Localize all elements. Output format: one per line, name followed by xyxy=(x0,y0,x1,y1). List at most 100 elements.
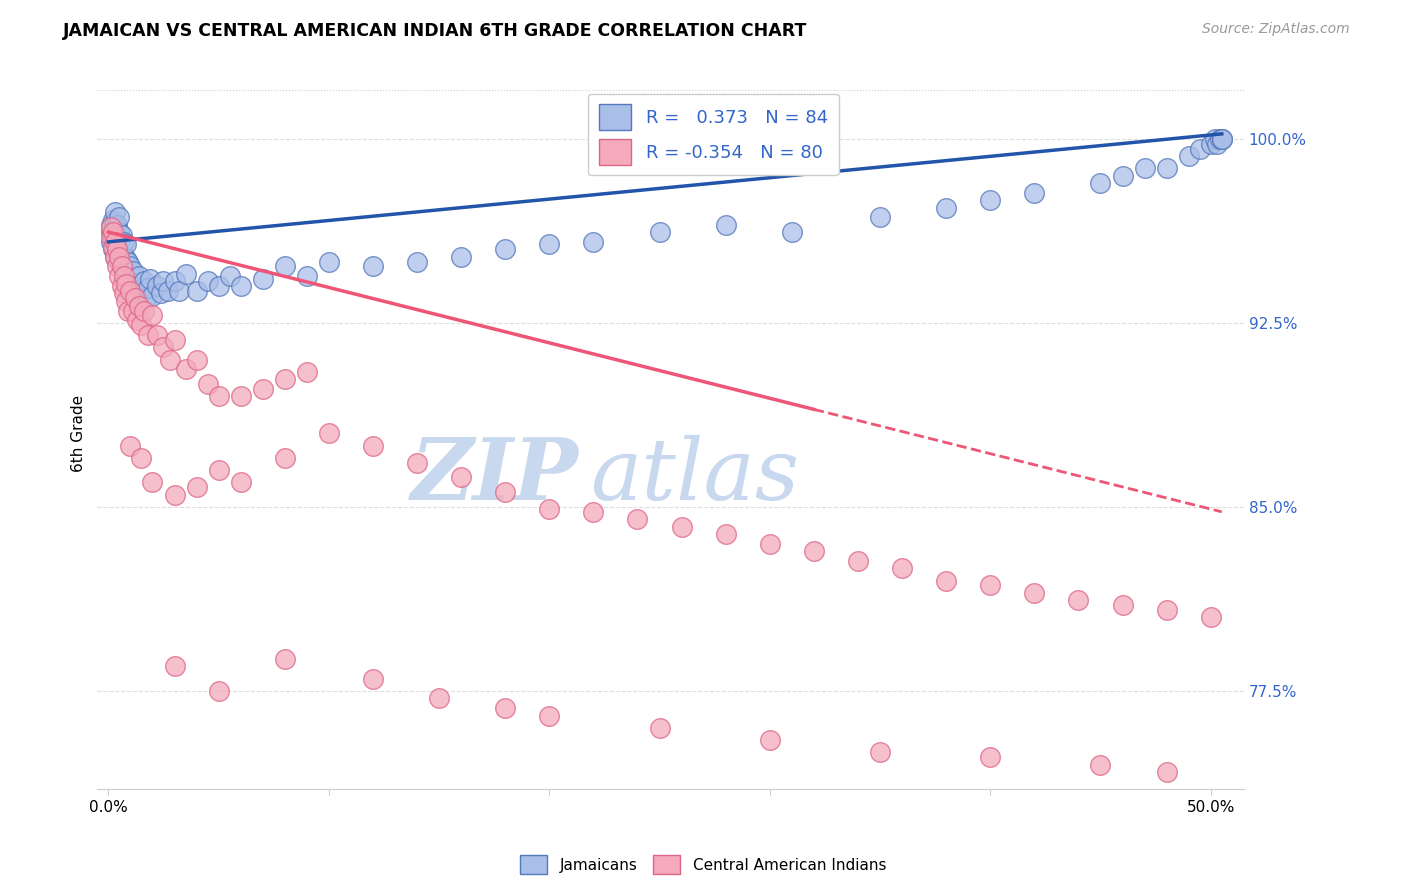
Point xyxy=(1206,136,1229,151)
Point xyxy=(295,269,318,284)
Point xyxy=(846,554,869,568)
Point xyxy=(101,242,124,256)
Point xyxy=(100,220,122,235)
Point xyxy=(318,254,340,268)
Point xyxy=(100,225,122,239)
Point xyxy=(1211,132,1233,146)
Point xyxy=(1111,169,1133,183)
Point xyxy=(207,279,229,293)
Point xyxy=(1208,132,1230,146)
Point xyxy=(427,691,450,706)
Point xyxy=(869,745,891,759)
Point xyxy=(108,269,131,284)
Point xyxy=(361,439,384,453)
Text: JAMAICAN VS CENTRAL AMERICAN INDIAN 6TH GRADE CORRELATION CHART: JAMAICAN VS CENTRAL AMERICAN INDIAN 6TH … xyxy=(63,22,807,40)
Point xyxy=(163,659,186,673)
Point xyxy=(115,252,138,266)
Point xyxy=(207,389,229,403)
Point xyxy=(229,279,252,293)
Point xyxy=(1090,176,1112,190)
Point xyxy=(101,230,124,244)
Point xyxy=(450,470,472,484)
Point xyxy=(121,303,143,318)
Point xyxy=(1156,603,1178,617)
Point xyxy=(450,250,472,264)
Point xyxy=(104,235,127,249)
Point xyxy=(361,260,384,274)
Point xyxy=(108,250,131,264)
Point xyxy=(108,211,131,225)
Point xyxy=(108,237,131,252)
Point xyxy=(121,264,143,278)
Point xyxy=(648,225,671,239)
Point xyxy=(110,260,132,274)
Point xyxy=(295,365,318,379)
Point xyxy=(159,352,181,367)
Point xyxy=(100,230,122,244)
Point xyxy=(163,488,186,502)
Point xyxy=(110,279,132,293)
Point xyxy=(318,426,340,441)
Point xyxy=(207,684,229,698)
Point xyxy=(648,721,671,735)
Point xyxy=(714,527,737,541)
Point xyxy=(125,291,148,305)
Point xyxy=(1133,161,1156,176)
Text: atlas: atlas xyxy=(591,434,800,517)
Point xyxy=(104,250,127,264)
Point xyxy=(105,230,128,244)
Point xyxy=(494,242,516,256)
Point xyxy=(803,544,825,558)
Point xyxy=(274,652,297,666)
Point xyxy=(1156,764,1178,779)
Point xyxy=(141,289,163,303)
Point xyxy=(714,218,737,232)
Point xyxy=(152,340,174,354)
Point xyxy=(128,269,150,284)
Point xyxy=(406,254,429,268)
Point xyxy=(104,250,127,264)
Point xyxy=(274,450,297,465)
Point xyxy=(1024,186,1046,200)
Point xyxy=(406,456,429,470)
Point xyxy=(1177,149,1199,163)
Legend: Jamaicans, Central American Indians: Jamaicans, Central American Indians xyxy=(513,849,893,880)
Y-axis label: 6th Grade: 6th Grade xyxy=(72,395,86,472)
Point xyxy=(538,708,561,723)
Point xyxy=(105,242,128,256)
Point xyxy=(1090,757,1112,772)
Point xyxy=(671,519,693,533)
Point xyxy=(1211,132,1233,146)
Point xyxy=(538,237,561,252)
Point xyxy=(101,222,124,236)
Point xyxy=(229,389,252,403)
Point xyxy=(132,274,155,288)
Point xyxy=(979,750,1001,764)
Point xyxy=(117,303,139,318)
Point xyxy=(131,318,153,333)
Point xyxy=(174,267,197,281)
Point xyxy=(229,475,252,490)
Point xyxy=(197,377,219,392)
Point xyxy=(139,271,162,285)
Point xyxy=(935,201,957,215)
Point xyxy=(100,218,122,232)
Point xyxy=(494,485,516,500)
Point xyxy=(538,502,561,516)
Point xyxy=(105,218,128,232)
Point xyxy=(115,293,138,308)
Point xyxy=(104,205,127,219)
Point xyxy=(105,242,128,256)
Point xyxy=(780,225,803,239)
Point xyxy=(186,352,208,367)
Point xyxy=(141,309,163,323)
Point xyxy=(101,240,124,254)
Point xyxy=(104,225,127,239)
Point xyxy=(274,260,297,274)
Point xyxy=(115,269,138,284)
Point xyxy=(120,439,142,453)
Point xyxy=(935,574,957,588)
Point xyxy=(124,291,146,305)
Point xyxy=(146,279,169,293)
Point xyxy=(207,463,229,477)
